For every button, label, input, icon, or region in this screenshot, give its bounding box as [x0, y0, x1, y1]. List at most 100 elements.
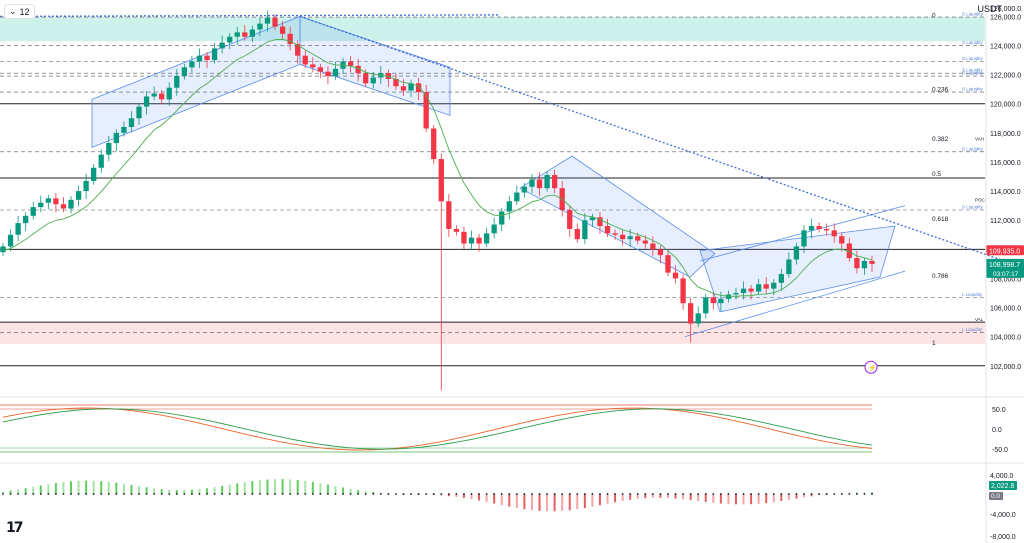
histogram-zero-dot: [39, 493, 42, 495]
histogram-zero-dot: [780, 493, 783, 495]
fib-level-label: 0.236: [932, 87, 949, 94]
candle-body: [113, 132, 119, 144]
candle-body: [468, 237, 475, 244]
candle-body: [506, 201, 512, 212]
histogram-zero-dot: [85, 493, 88, 495]
candle-body: [733, 292, 739, 295]
currency-label: USDT: [977, 4, 1003, 14]
histogram-zero-dot: [689, 493, 692, 495]
histogram-bar: [757, 494, 760, 504]
histogram-bar: [198, 489, 201, 494]
liquidity-label: S Liquidity: [962, 40, 984, 45]
histogram-bar: [682, 494, 685, 500]
histogram-bar: [145, 487, 148, 494]
last-price-tag: 109,935.0: [989, 248, 1020, 255]
candle-body: [272, 17, 278, 27]
histogram-bar: [24, 488, 27, 494]
histogram-zero-dot: [840, 493, 843, 495]
histogram-bar: [236, 483, 239, 494]
histogram-bar: [115, 482, 118, 494]
liquidity-label: S Liquidity: [962, 56, 984, 61]
histogram-bar: [568, 494, 571, 511]
histogram-bar: [493, 494, 496, 504]
histogram-zero-dot: [757, 493, 760, 495]
histogram-bar: [802, 494, 805, 498]
timeframe-button[interactable]: ⌄ 12: [4, 4, 35, 19]
histogram-zero-dot: [523, 493, 526, 495]
tradingview-logo-icon[interactable]: 17: [6, 520, 24, 536]
histogram-zero-dot: [342, 493, 344, 495]
candle-body: [181, 67, 188, 77]
price-axis-tick: 104,000.0: [990, 335, 1021, 342]
histogram-bar: [160, 489, 163, 494]
histogram-zero-dot: [463, 493, 465, 495]
histogram-zero-dot: [500, 493, 503, 495]
histogram-zero-dot: [198, 493, 201, 495]
profile-marker-label: VAH: [975, 137, 984, 142]
current-price-tag: 108,998.7: [989, 262, 1020, 269]
candle-body: [45, 198, 51, 203]
histogram-bar: [538, 494, 541, 511]
oscillator-axis-tick: 50.0: [992, 407, 1006, 414]
histogram-bar: [712, 494, 715, 503]
candle-body: [763, 284, 769, 289]
candle-body: [778, 274, 784, 283]
histogram-zero-dot: [349, 493, 352, 495]
candle-body: [166, 87, 172, 100]
histogram-zero-dot: [629, 493, 632, 495]
candle-body: [816, 226, 822, 229]
candle-body: [423, 92, 429, 129]
histogram-zero-dot: [636, 493, 639, 495]
histogram-zero-dot: [833, 493, 836, 495]
candle-body: [15, 223, 21, 235]
toolbar: ⌄ 12: [4, 4, 35, 19]
histogram-zero-dot: [810, 493, 813, 495]
histogram-zero-dot: [871, 493, 873, 495]
liquidity-label: S Liquidity: [962, 146, 984, 151]
histogram-zero-dot: [493, 493, 496, 495]
histogram-bar: [515, 494, 518, 509]
histogram-bar: [190, 489, 193, 494]
histogram-zero-dot: [251, 493, 254, 495]
candle-body: [499, 211, 505, 225]
histogram-zero-dot: [591, 493, 594, 495]
candle-body: [196, 55, 203, 62]
histogram-zero-tag-bg: [989, 492, 1003, 500]
histogram-zero-dot: [334, 493, 337, 495]
histogram-bar: [787, 494, 790, 500]
histogram-zero-dot: [153, 493, 156, 495]
candle-body: [687, 303, 694, 324]
candle-body: [521, 186, 528, 193]
histogram-zero-dot: [107, 493, 110, 495]
histogram-zero-dot: [311, 493, 314, 495]
dotted-trend-line: [299, 15, 1001, 261]
histogram-bar: [70, 481, 73, 494]
candle-body: [279, 26, 286, 34]
candle-body: [582, 220, 588, 240]
histogram-bar: [621, 494, 624, 501]
histogram-bar: [674, 494, 677, 499]
histogram-bar: [47, 484, 50, 494]
histogram-bar: [666, 494, 669, 499]
histogram-zero-dot: [621, 493, 624, 495]
histogram-bar: [583, 494, 586, 509]
histogram-zero-dot: [719, 493, 722, 495]
histogram-zero-dot: [183, 493, 186, 495]
histogram-zero-dot: [32, 493, 35, 495]
histogram-zero-dot: [410, 493, 412, 495]
candle-body: [355, 65, 361, 74]
candle-body: [589, 217, 596, 221]
fib-level-label: 0.5: [932, 171, 941, 178]
histogram-zero-dot: [372, 493, 375, 495]
histogram-zero-dot: [327, 493, 329, 495]
candle-body: [604, 226, 611, 234]
histogram-zero-dot: [145, 493, 148, 495]
histogram-bar: [478, 494, 481, 501]
oscillator-axis-tick: 0.0: [992, 427, 1002, 434]
candle-body: [567, 210, 573, 229]
candle-body: [83, 180, 89, 192]
price-axis-tick: 124,000.0: [990, 43, 1021, 50]
candle-body: [378, 73, 384, 78]
histogram-bar: [266, 479, 269, 494]
